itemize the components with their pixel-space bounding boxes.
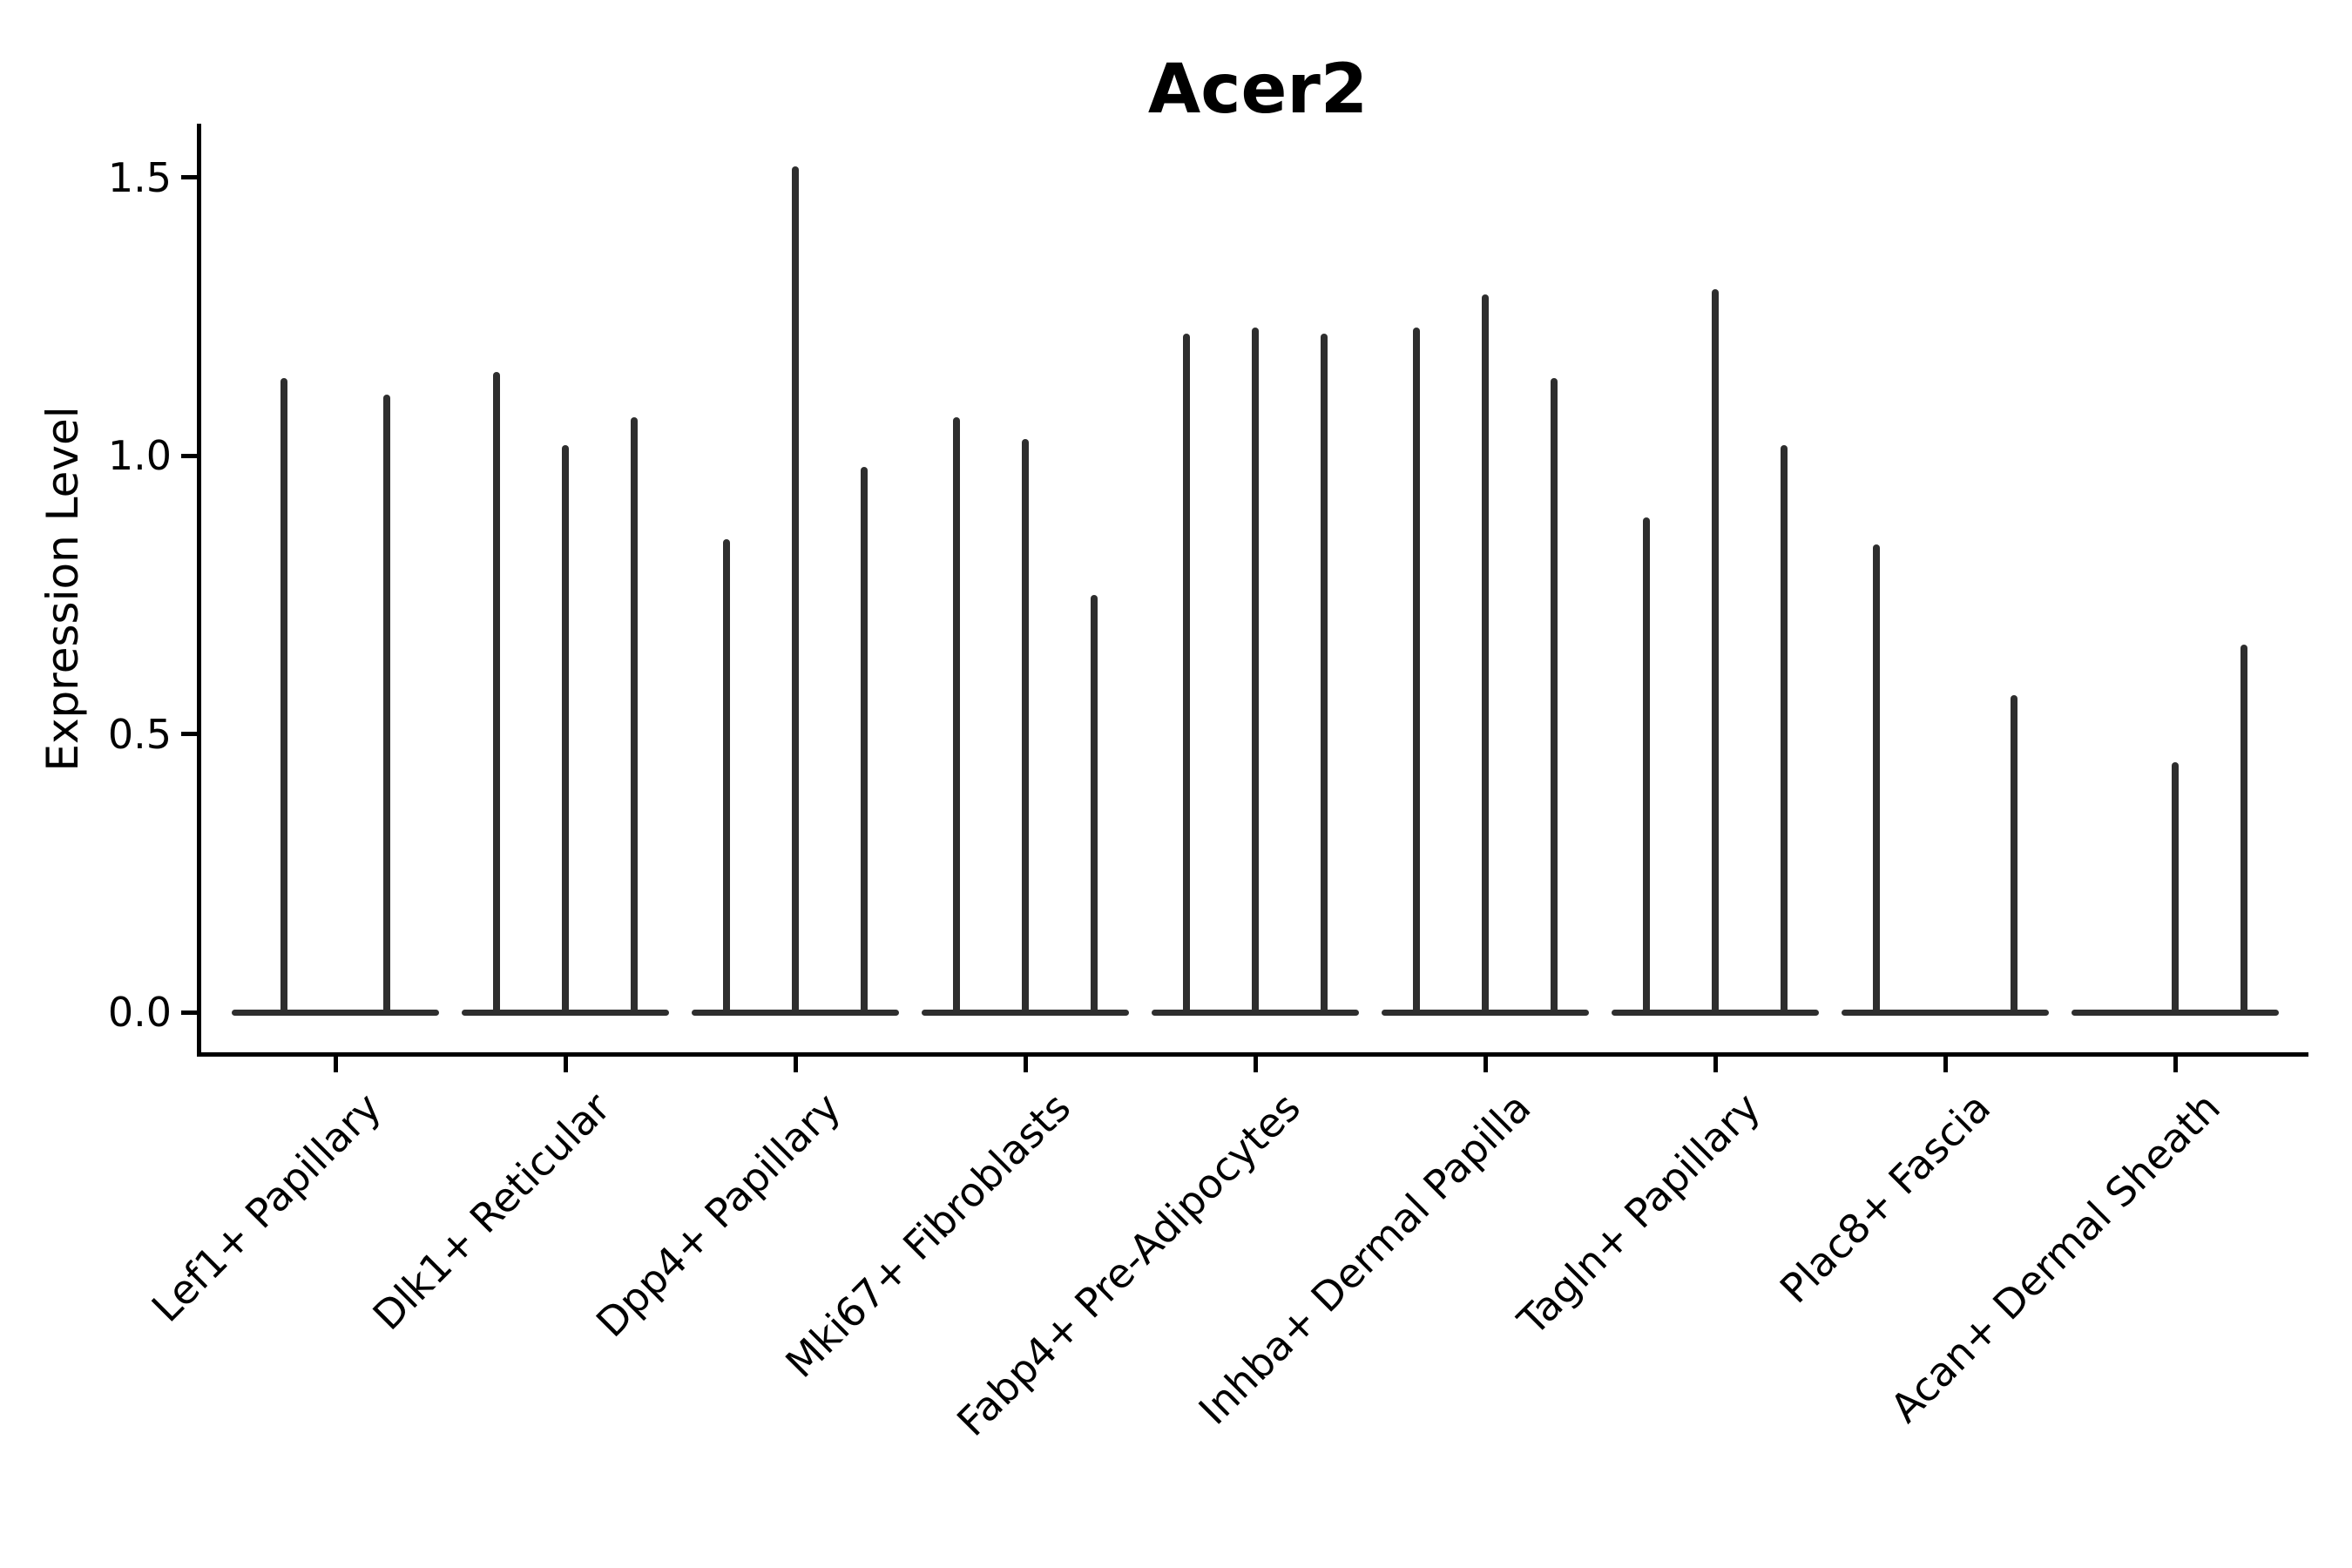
chart-title: Acer2 — [1147, 51, 1369, 129]
x-axis-tick — [2173, 1057, 2178, 1072]
x-axis-tick — [333, 1057, 338, 1072]
x-axis-tick-label: Tagln+ Papillary — [1509, 1084, 1770, 1344]
x-axis-tick-label: Plac8+ Fascia — [1770, 1084, 2000, 1313]
violin-spike — [1252, 328, 1259, 1014]
violin-spike — [1712, 288, 1719, 1014]
y-axis-tick-label: 1.5 — [107, 153, 172, 201]
violin-spike — [280, 377, 287, 1014]
y-axis-tick-label: 1.0 — [107, 432, 172, 480]
y-axis-tick — [181, 175, 197, 180]
violin-spike — [1482, 294, 1489, 1014]
axis-spine-bottom — [197, 1052, 2308, 1057]
x-axis-tick — [793, 1057, 798, 1072]
axis-spine-left — [197, 124, 201, 1057]
x-axis-tick — [1253, 1057, 1258, 1072]
violin-spike — [1781, 444, 1788, 1014]
violin-spike — [562, 444, 569, 1014]
x-axis-tick — [1943, 1057, 1948, 1072]
x-axis-tick-label: Dlk1+ Reticular — [363, 1084, 620, 1340]
violin-base — [1842, 1009, 2049, 1016]
y-axis-tick — [181, 732, 197, 737]
x-axis-tick — [563, 1057, 568, 1072]
violin-spike — [1321, 333, 1328, 1014]
violin-spike — [792, 166, 799, 1014]
violin-spike — [1642, 517, 1650, 1014]
violin-spike — [722, 539, 730, 1014]
violin-spike — [1872, 544, 1880, 1014]
x-axis-tick-label: Dpp4+ Papillary — [586, 1084, 850, 1347]
violin-spike — [1022, 439, 1029, 1014]
violin-spike — [952, 416, 960, 1014]
violin-spike — [1091, 594, 1098, 1014]
x-axis-tick — [1713, 1057, 1718, 1072]
violin-spike — [1551, 377, 1558, 1014]
violin-spike — [2172, 761, 2179, 1014]
y-axis-tick-label: 0.0 — [107, 989, 172, 1036]
y-axis-tick — [181, 453, 197, 458]
violin-spike — [631, 416, 639, 1014]
violin-spike — [492, 372, 500, 1014]
violin-spike — [383, 395, 391, 1014]
violin-spike — [2011, 694, 2018, 1014]
x-axis-tick-label: Lef1+ Papillary — [142, 1084, 390, 1331]
y-axis-tick — [181, 1010, 197, 1015]
x-axis-tick — [1023, 1057, 1028, 1072]
violin-spike — [1182, 333, 1190, 1014]
x-axis-tick — [1483, 1057, 1488, 1072]
y-axis-label: Expression Level — [37, 406, 88, 772]
violin-spike — [2240, 645, 2248, 1014]
violin-spike — [1412, 328, 1420, 1014]
y-axis-tick-label: 0.5 — [107, 710, 172, 758]
violin-base — [232, 1009, 439, 1016]
violin-spike — [861, 467, 868, 1014]
